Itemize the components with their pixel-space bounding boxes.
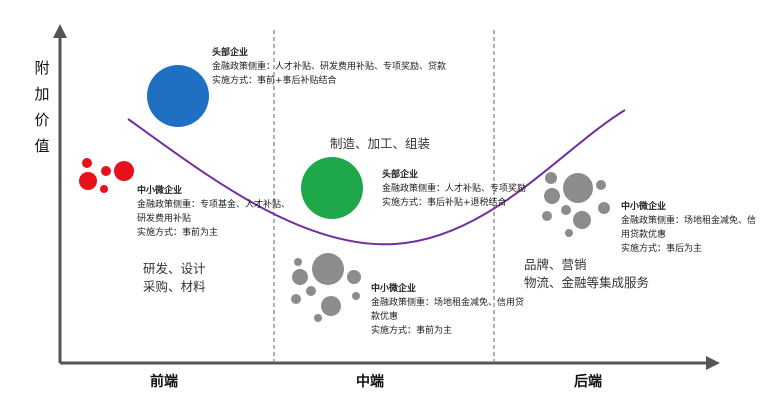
y-label-char: 加 xyxy=(34,85,50,103)
middle-big-enterprise-circle xyxy=(301,157,363,219)
back-small-policy-2: 用贷款优惠 xyxy=(621,230,667,240)
middle-big-title: 头部企业 xyxy=(382,170,419,180)
back-small-enterprise-cluster xyxy=(542,172,610,237)
middle-small-enterprise-cluster xyxy=(291,253,361,322)
front-small-method: 实施方式：事前为主 xyxy=(137,228,219,238)
front-small-policy-2: 研发费用补贴 xyxy=(137,214,192,224)
x-label-middle: 中端 xyxy=(356,374,384,390)
middle-small-policy-2: 款优惠 xyxy=(371,312,399,322)
y-axis-arrow xyxy=(53,24,67,38)
front-big-title: 头部企业 xyxy=(212,48,249,58)
front-big-enterprise-text: 头部企业 金融政策侧重：人才补贴、研发费用补贴、专项奖励、贷款 实施方式：事前+… xyxy=(212,46,446,88)
front-big-policy: 金融政策侧重：人才补贴、研发费用补贴、专项奖励、贷款 xyxy=(212,62,447,72)
x-label-back: 后端 xyxy=(574,374,602,390)
front-big-method: 实施方式：事前+事后补贴结合 xyxy=(212,76,337,86)
front-activity-text: 研发、设计 采购、材料 xyxy=(143,260,206,296)
back-small-title: 中小微企业 xyxy=(621,202,667,212)
back-small-method: 实施方式：事后为主 xyxy=(621,244,703,254)
y-label-char: 价 xyxy=(34,111,50,129)
back-activity-line-1: 品牌、营销 xyxy=(524,257,587,272)
back-small-enterprise-text: 中小微企业 金融政策侧重：场地租金减免、信 用贷款优惠 实施方式：事后为主 xyxy=(621,200,756,256)
x-label-front: 前端 xyxy=(150,374,178,390)
middle-stage-title: 制造、加工、组装 xyxy=(330,136,431,151)
back-activity-text: 品牌、营销 物流、金融等集成服务 xyxy=(524,256,649,292)
middle-small-enterprise-text: 中小微企业 金融政策侧重：场地租金减免、信用贷 款优惠 实施方式：事前为主 xyxy=(371,282,524,338)
middle-small-method: 实施方式：事前为主 xyxy=(371,326,453,336)
front-small-title: 中小微企业 xyxy=(137,186,183,196)
middle-small-title: 中小微企业 xyxy=(371,284,417,294)
front-small-policy-1: 金融政策侧重：专项基金、人才补贴、 xyxy=(137,200,291,210)
smile-curve xyxy=(127,109,626,246)
y-axis-label: 附 加 价 值 xyxy=(32,55,52,159)
front-small-enterprise-cluster xyxy=(79,158,134,193)
y-label-char: 附 xyxy=(34,59,50,77)
front-big-enterprise-circle xyxy=(147,65,209,127)
middle-big-method: 实施方式：事后补贴+退税结合 xyxy=(382,198,507,208)
middle-big-policy: 金融政策侧重：人才补贴、专项奖励 xyxy=(382,184,527,194)
x-axis-arrow xyxy=(706,356,720,370)
front-activity-line-1: 研发、设计 xyxy=(143,261,206,276)
front-activity-line-2: 采购、材料 xyxy=(143,279,206,294)
back-activity-line-2: 物流、金融等集成服务 xyxy=(524,275,650,290)
y-label-char: 值 xyxy=(34,137,50,155)
middle-small-policy-1: 金融政策侧重：场地租金减免、信用贷 xyxy=(371,298,525,308)
back-small-policy-1: 金融政策侧重：场地租金减免、信 xyxy=(621,216,757,226)
middle-big-enterprise-text: 头部企业 金融政策侧重：人才补贴、专项奖励 实施方式：事后补贴+退税结合 xyxy=(382,168,526,210)
front-small-enterprise-text: 中小微企业 金融政策侧重：专项基金、人才补贴、 研发费用补贴 实施方式：事前为主 xyxy=(137,184,290,240)
